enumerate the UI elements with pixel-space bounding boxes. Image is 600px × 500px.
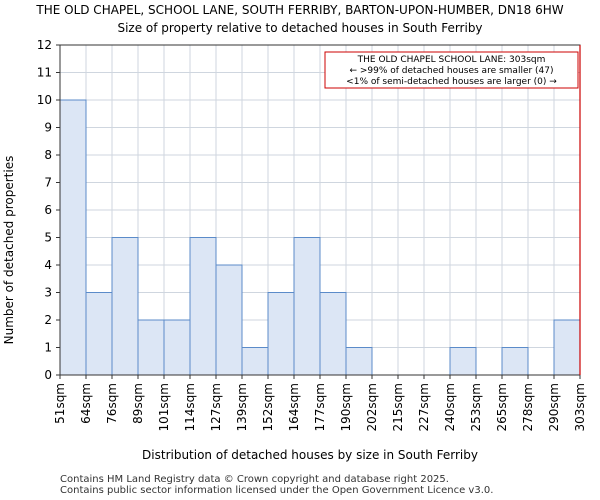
x-axis-label: Distribution of detached houses by size … xyxy=(142,448,478,462)
y-tick-label: 8 xyxy=(44,148,52,162)
bar xyxy=(293,237,321,376)
annotation-box: THE OLD CHAPEL SCHOOL LANE: 303sqm← >99%… xyxy=(324,51,579,89)
chart-subtitle: Size of property relative to detached ho… xyxy=(117,21,483,35)
x-tick-label: 127sqm xyxy=(209,383,223,431)
x-tick-label: 89sqm xyxy=(131,383,145,424)
annotation-line: THE OLD CHAPEL SCHOOL LANE: 303sqm xyxy=(357,55,546,65)
bars xyxy=(59,99,581,376)
x-tick-label: 164sqm xyxy=(287,383,301,431)
bar xyxy=(267,292,295,376)
x-tick-label: 190sqm xyxy=(339,383,353,431)
y-tick-label: 0 xyxy=(44,368,52,382)
x-tick-label: 51sqm xyxy=(53,383,67,424)
bar xyxy=(163,319,191,376)
x-tick-label: 290sqm xyxy=(547,383,561,431)
y-tick-label: 7 xyxy=(44,176,52,190)
bar xyxy=(241,347,269,376)
bar xyxy=(319,292,347,376)
x-tick-label: 76sqm xyxy=(105,383,119,424)
y-tick-label: 9 xyxy=(44,121,52,135)
y-tick-label: 4 xyxy=(44,258,52,272)
bar xyxy=(137,319,165,376)
annotation-line: <1% of semi-detached houses are larger (… xyxy=(346,77,557,87)
annotation-frame xyxy=(324,51,579,89)
y-tick-label: 3 xyxy=(44,286,52,300)
y-tick-label: 1 xyxy=(44,341,52,355)
x-tick-label: 227sqm xyxy=(417,383,431,431)
x-tick-label: 303sqm xyxy=(573,383,587,431)
x-tick-label: 215sqm xyxy=(391,383,405,431)
bar xyxy=(553,319,581,376)
y-tick-label: 12 xyxy=(37,38,52,52)
y-tick-label: 10 xyxy=(37,93,52,107)
bar xyxy=(345,347,373,376)
x-tick-label: 202sqm xyxy=(365,383,379,431)
bar xyxy=(111,237,139,376)
bar xyxy=(215,264,243,376)
chart-title: THE OLD CHAPEL, SCHOOL LANE, SOUTH FERRI… xyxy=(36,3,564,17)
bar xyxy=(85,292,113,376)
x-tick-label: 139sqm xyxy=(235,383,249,431)
y-tick-label: 5 xyxy=(44,231,52,245)
bar xyxy=(449,347,477,376)
x-tick-label: 152sqm xyxy=(261,383,275,431)
x-tick-label: 101sqm xyxy=(157,383,171,431)
footer-line-1: Contains HM Land Registry data © Crown c… xyxy=(60,474,449,485)
x-axis-ticks: 51sqm 64sqm 76sqm 89sqm 101sqm 114sqm 127sqm 13… xyxy=(53,375,587,431)
bar xyxy=(501,347,529,376)
y-axis-label: Number of detached properties xyxy=(2,156,16,345)
bar xyxy=(59,99,87,376)
x-tick-label: 240sqm xyxy=(443,383,457,431)
x-tick-label: 64sqm xyxy=(79,383,93,424)
annotation-line: ← >99% of detached houses are smaller (4… xyxy=(349,66,553,76)
x-tick-label: 265sqm xyxy=(495,383,509,431)
bar xyxy=(189,237,217,376)
x-tick-label: 114sqm xyxy=(183,383,197,431)
x-tick-label: 253sqm xyxy=(469,383,483,431)
footer-line-2: Contains public sector information licen… xyxy=(60,485,494,496)
y-tick-label: 2 xyxy=(44,313,52,327)
x-tick-label: 278sqm xyxy=(521,383,535,431)
y-tick-label: 11 xyxy=(37,66,52,80)
x-tick-label: 177sqm xyxy=(313,383,327,431)
y-tick-label: 6 xyxy=(44,203,52,217)
